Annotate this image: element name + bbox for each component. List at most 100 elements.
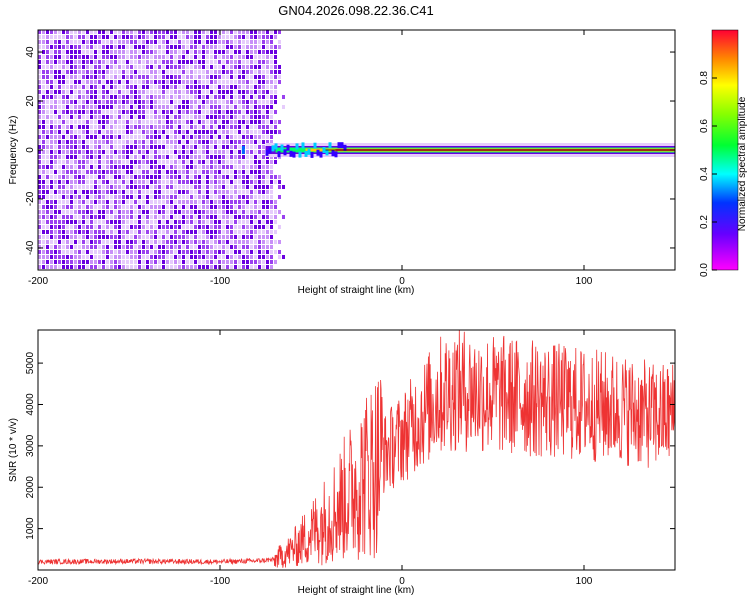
noise-cell: [222, 140, 225, 144]
noise-cell: [250, 130, 253, 134]
noise-cell: [194, 60, 197, 64]
noise-cell: [54, 225, 57, 229]
noise-cell: [214, 50, 217, 54]
noise-cell: [266, 55, 269, 59]
noise-cell: [150, 225, 153, 229]
x-tick-label: -100: [210, 576, 230, 587]
noise-cell: [62, 70, 65, 74]
noise-cell: [194, 215, 197, 219]
noise-cell: [254, 80, 257, 84]
noise-cell: [210, 125, 213, 129]
noise-cell: [150, 30, 153, 34]
noise-cell: [174, 205, 177, 209]
noise-cell: [122, 255, 125, 259]
noise-cell: [174, 40, 177, 44]
noise-cell: [266, 180, 269, 184]
noise-cell: [106, 205, 109, 209]
noise-cell: [102, 50, 105, 54]
noise-cell: [186, 180, 189, 184]
noise-cell: [202, 65, 205, 69]
noise-cell: [42, 230, 45, 234]
noise-cell: [198, 130, 201, 134]
noise-cell: [194, 30, 197, 34]
noise-cell: [226, 225, 229, 229]
noise-cell: [54, 125, 57, 129]
noise-cell: [90, 55, 93, 59]
noise-cell: [174, 100, 177, 104]
noise-cell: [206, 235, 209, 239]
noise-cell: [154, 30, 157, 34]
noise-cell: [274, 240, 277, 244]
noise-cell: [66, 185, 69, 189]
noise-cell: [238, 110, 241, 114]
noise-cell: [170, 175, 173, 179]
noise-cell: [238, 260, 241, 264]
noise-cell: [62, 230, 65, 234]
noise-cell: [194, 220, 197, 224]
noise-cell: [74, 235, 77, 239]
noise-cell: [126, 250, 129, 254]
noise-cell: [182, 135, 185, 139]
noise-cell: [194, 225, 197, 229]
noise-cell: [178, 95, 181, 99]
noise-cell: [250, 160, 253, 164]
noise-cell: [62, 195, 65, 199]
noise-cell: [134, 65, 137, 69]
noise-cell: [178, 60, 181, 64]
noise-cell: [170, 110, 173, 114]
noise-cell: [258, 190, 261, 194]
noise-cell: [178, 30, 181, 34]
noise-cell: [90, 155, 93, 159]
noise-cell: [274, 100, 277, 104]
band-speckle: [280, 144, 284, 151]
noise-cell: [246, 110, 249, 114]
noise-cell: [186, 205, 189, 209]
noise-cell: [122, 135, 125, 139]
noise-cell: [126, 80, 129, 84]
noise-cell: [154, 200, 157, 204]
noise-cell: [146, 30, 149, 34]
noise-cell: [66, 180, 69, 184]
noise-cell: [190, 60, 193, 64]
noise-cell: [162, 225, 165, 229]
noise-cell: [170, 125, 173, 129]
noise-cell: [62, 35, 65, 39]
noise-cell: [118, 155, 121, 159]
noise-cell: [150, 95, 153, 99]
noise-cell: [82, 230, 85, 234]
noise-cell: [178, 35, 181, 39]
noise-cell: [202, 130, 205, 134]
noise-cell: [118, 195, 121, 199]
noise-cell: [118, 90, 121, 94]
noise-cell: [90, 175, 93, 179]
noise-cell: [66, 85, 69, 89]
noise-cell: [194, 255, 197, 259]
noise-cell: [134, 220, 137, 224]
noise-cell: [70, 185, 73, 189]
noise-cell: [162, 195, 165, 199]
noise-cell: [226, 130, 229, 134]
noise-cell: [138, 155, 141, 159]
noise-cell: [262, 195, 265, 199]
noise-cell: [138, 265, 141, 269]
noise-cell: [46, 35, 49, 39]
noise-cell: [54, 155, 57, 159]
noise-cell: [178, 215, 181, 219]
band-speckle: [301, 142, 305, 149]
noise-cell: [70, 50, 73, 54]
noise-cell: [74, 115, 77, 119]
noise-cell: [142, 240, 145, 244]
noise-cell: [222, 265, 225, 269]
noise-cell: [62, 40, 65, 44]
noise-cell: [162, 35, 165, 39]
noise-cell: [250, 90, 253, 94]
noise-cell: [230, 80, 233, 84]
noise-cell: [246, 130, 249, 134]
noise-cell: [262, 120, 265, 124]
noise-cell: [202, 140, 205, 144]
noise-cell: [242, 245, 245, 249]
noise-cell: [94, 165, 97, 169]
noise-cell: [266, 120, 269, 124]
noise-cell: [130, 135, 133, 139]
